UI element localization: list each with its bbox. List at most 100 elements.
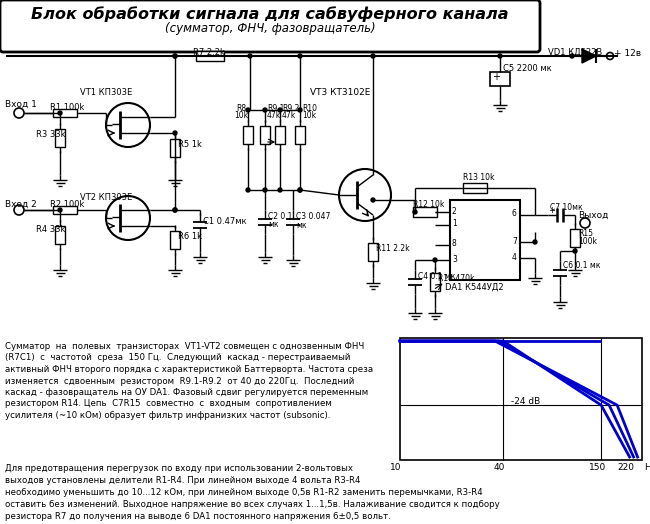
Text: C7 10мк: C7 10мк: [550, 203, 583, 212]
Text: R9.1: R9.1: [267, 104, 285, 113]
Text: VT3 КТ3102Е: VT3 КТ3102Е: [310, 88, 370, 97]
Text: R12 10k: R12 10k: [413, 200, 445, 209]
Text: 2: 2: [452, 206, 457, 215]
Text: 40: 40: [493, 463, 504, 472]
Text: 47k: 47k: [282, 111, 296, 120]
Circle shape: [263, 188, 267, 192]
Circle shape: [498, 54, 502, 58]
Text: (R7C1)  с  частотой  среза  150 Гц.  Следующий  каскад - перестраиваемый: (R7C1) с частотой среза 150 Гц. Следующи…: [5, 354, 350, 363]
Text: R8: R8: [236, 104, 246, 113]
Text: R6 1k: R6 1k: [178, 232, 202, 241]
Text: R5 1k: R5 1k: [178, 140, 202, 149]
Text: R9.2: R9.2: [282, 104, 300, 113]
Text: Вход 2: Вход 2: [5, 200, 37, 209]
Text: + 12в: + 12в: [614, 49, 641, 59]
Bar: [260, 126, 270, 144]
Circle shape: [278, 108, 282, 112]
Circle shape: [278, 188, 282, 192]
Bar: [170, 231, 180, 249]
Text: резистора R7 до получения на выводе 6 DA1 постоянного напряжения 6±0,5 вольт.: резистора R7 до получения на выводе 6 DA…: [5, 512, 391, 521]
Text: C6 0.1 мк: C6 0.1 мк: [563, 261, 601, 270]
Bar: [400, 338, 642, 460]
Text: 10k: 10k: [234, 111, 248, 120]
Circle shape: [298, 188, 302, 192]
Text: R3 33k: R3 33k: [36, 130, 66, 139]
Text: Вход 1: Вход 1: [5, 100, 37, 109]
Text: усилителя (~10 кОм) образует фильтр инфранизких частот (subsonic).: усилителя (~10 кОм) образует фильтр инфр…: [5, 411, 330, 420]
Text: мк: мк: [296, 221, 307, 230]
Circle shape: [573, 249, 577, 253]
Text: 4: 4: [512, 253, 517, 261]
Text: +: +: [548, 206, 555, 215]
Bar: [450, 200, 520, 280]
Circle shape: [413, 210, 417, 214]
Text: изменяется  сдвоенным  резистором  R9.1-R9.2  от 40 до 220Гц.  Последний: изменяется сдвоенным резистором R9.1-R9.…: [5, 377, 354, 386]
Bar: [570, 229, 580, 247]
Text: Для предотвращения перегрузок по входу при использовании 2-вольтовых: Для предотвращения перегрузок по входу п…: [5, 464, 353, 473]
Circle shape: [173, 54, 177, 58]
Bar: [295, 126, 305, 144]
Text: 3: 3: [452, 255, 457, 264]
Circle shape: [298, 188, 302, 192]
Bar: [275, 126, 285, 144]
Bar: [55, 226, 65, 244]
Text: 1: 1: [452, 220, 457, 228]
FancyBboxPatch shape: [0, 0, 540, 52]
Bar: [413, 207, 437, 217]
Text: необходимо уменьшить до 10...12 кОм, при линейном выходе 0,5в R1-R2 заменить пер: необходимо уменьшить до 10...12 кОм, при…: [5, 488, 483, 497]
Circle shape: [371, 198, 375, 202]
Text: R10: R10: [302, 104, 317, 113]
Text: выходов установлены делители R1-R4. При линейном выходе 4 вольта R3-R4: выходов установлены делители R1-R4. При …: [5, 476, 361, 485]
Text: Блок обработки сигнала для сабвуферного канала: Блок обработки сигнала для сабвуферного …: [31, 6, 509, 21]
Text: VD1 КД522В: VD1 КД522В: [548, 48, 603, 57]
Text: Выход: Выход: [578, 211, 608, 220]
Text: резистором R14. Цепь  C7R15  совместно  с  входным  сопротивлением: резистором R14. Цепь C7R15 совместно с в…: [5, 399, 332, 409]
Bar: [196, 51, 224, 61]
Text: R4 33k: R4 33k: [36, 225, 66, 234]
Bar: [368, 243, 378, 261]
Text: 10k: 10k: [302, 111, 316, 120]
Text: R2 100k: R2 100k: [50, 200, 84, 209]
Bar: [55, 129, 65, 147]
Text: C5 2200 мк: C5 2200 мк: [503, 64, 552, 73]
Text: 47k: 47k: [267, 111, 281, 120]
Text: Hz: Hz: [644, 463, 650, 472]
Circle shape: [246, 108, 250, 112]
Text: оставить без изменений. Выходное напряжение во всех случаях 1...1,5в. Налаживани: оставить без изменений. Выходное напряже…: [5, 500, 500, 509]
Text: VT1 КП303Е: VT1 КП303Е: [80, 88, 132, 97]
Circle shape: [298, 54, 302, 58]
Text: -24 dB: -24 dB: [511, 397, 540, 406]
Text: мк: мк: [268, 220, 279, 229]
Text: DA1 К544УД2: DA1 К544УД2: [445, 283, 504, 292]
Circle shape: [173, 54, 177, 58]
Text: Сумматор  на  полевых  транзисторах  VT1-VT2 совмещен с однозвенным ФНЧ: Сумматор на полевых транзисторах VT1-VT2…: [5, 342, 364, 351]
Text: R11 2.2k: R11 2.2k: [376, 244, 410, 253]
Bar: [53, 109, 77, 117]
Text: R1 100k: R1 100k: [50, 103, 84, 112]
Polygon shape: [582, 49, 596, 63]
Text: VT2 КП303Е: VT2 КП303Е: [80, 193, 132, 202]
Circle shape: [570, 54, 574, 58]
Bar: [53, 206, 77, 214]
Text: +: +: [492, 72, 500, 82]
Circle shape: [173, 208, 177, 212]
Circle shape: [533, 240, 537, 244]
Text: C2 0.1: C2 0.1: [268, 212, 293, 221]
Circle shape: [173, 208, 177, 212]
Text: R14 470k: R14 470k: [438, 274, 474, 283]
Text: (сумматор, ФНЧ, фазовращатель): (сумматор, ФНЧ, фазовращатель): [164, 22, 375, 35]
Bar: [463, 183, 487, 193]
Text: 7: 7: [512, 236, 517, 246]
Circle shape: [246, 188, 250, 192]
Text: 100k: 100k: [578, 237, 597, 246]
Text: 6: 6: [512, 210, 517, 219]
Bar: [170, 139, 180, 157]
Text: C4 0.1 мк: C4 0.1 мк: [418, 272, 456, 281]
Circle shape: [298, 108, 302, 112]
Bar: [243, 126, 253, 144]
Text: R15: R15: [578, 229, 593, 238]
Circle shape: [58, 111, 62, 115]
Circle shape: [433, 258, 437, 262]
Circle shape: [263, 108, 267, 112]
Text: C1 0.47мк: C1 0.47мк: [203, 217, 246, 226]
